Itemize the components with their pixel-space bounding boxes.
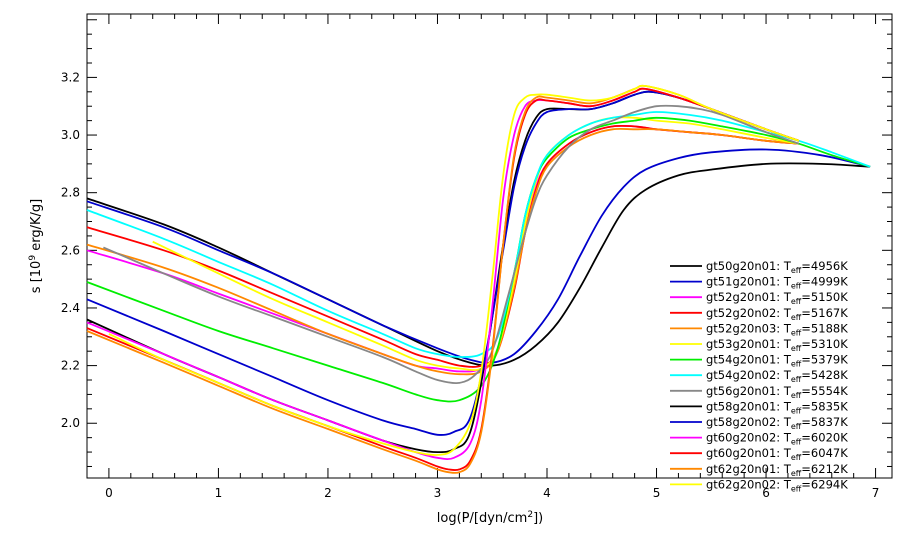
legend-entry: gt60g20n01: Teff=6047K [706,446,848,462]
series-line-13 [86,87,800,472]
legend-entry: gt53g20n01: Teff=5310K [706,337,848,353]
legend-entry: gt56g20n01: Teff=5554K [706,384,848,400]
series-line-11 [86,90,800,436]
legend-entry: gt62g20n02: Teff=6294K [706,477,848,493]
legend-entry: gt52g20n01: Teff=5150K [706,290,848,306]
series-line-14 [86,84,800,474]
legend-entry: gt52g20n03: Teff=5188K [706,321,848,337]
y-tick-label: 2.4 [61,301,80,315]
legend-entry: gt54g20n02: Teff=5428K [706,368,848,384]
x-tick-label: 1 [215,486,223,500]
legend-entry: gt62g20n01: Teff=6212K [706,462,848,478]
x-axis-label: log(P/[dyn/cm2]) [437,510,543,526]
x-tick-label: 0 [105,486,113,500]
y-tick-label: 2.2 [61,359,80,373]
x-tick-label: 2 [324,486,332,500]
x-tick-label: 6 [762,486,770,500]
legend-entry: gt52g20n02: Teff=5167K [706,306,848,322]
x-tick-label: 3 [434,486,442,500]
legend-entry: gt50g20n01: Teff=4956K [706,259,848,275]
y-tick-label: 2.0 [61,416,80,430]
y-tick-label: 3.2 [61,70,80,84]
x-tick-label: 7 [872,486,880,500]
y-tick-label: 2.6 [61,243,80,257]
y-tick-label: 2.8 [61,186,80,200]
legend-entry: gt51g20n01: Teff=4999K [706,275,848,291]
legend-entry: gt60g20n02: Teff=6020K [706,431,848,447]
series-line-4 [86,124,799,368]
series-line-2 [86,148,871,364]
plot-frame [86,13,893,479]
legend-entry: gt58g20n01: Teff=5835K [706,399,848,415]
series-line-5 [86,127,799,376]
series-line-12 [86,87,800,461]
axis-ticks [86,14,892,478]
series-line-8 [86,111,871,358]
series-line-10 [86,90,800,454]
y-axis-label: s [109 erg/K/g] [28,199,44,293]
tick-labels: 0 1 2 3 4 5 6 7 2.0 2.2 2.4 2.6 2.8 3.0 3.2 [61,70,879,500]
legend-entry: gt54g20n01: Teff=5379K [706,353,848,369]
x-tick-label: 5 [653,486,661,500]
y-tick-label: 3.0 [61,128,80,142]
legend-entry: gt58g20n02: Teff=5837K [706,415,848,431]
series-lines [86,84,871,474]
series-line-6 [152,116,800,371]
series-line-9 [103,104,800,385]
series-line-15 [108,84,800,456]
x-tick-label: 4 [543,486,551,500]
series-line-3 [86,124,799,373]
